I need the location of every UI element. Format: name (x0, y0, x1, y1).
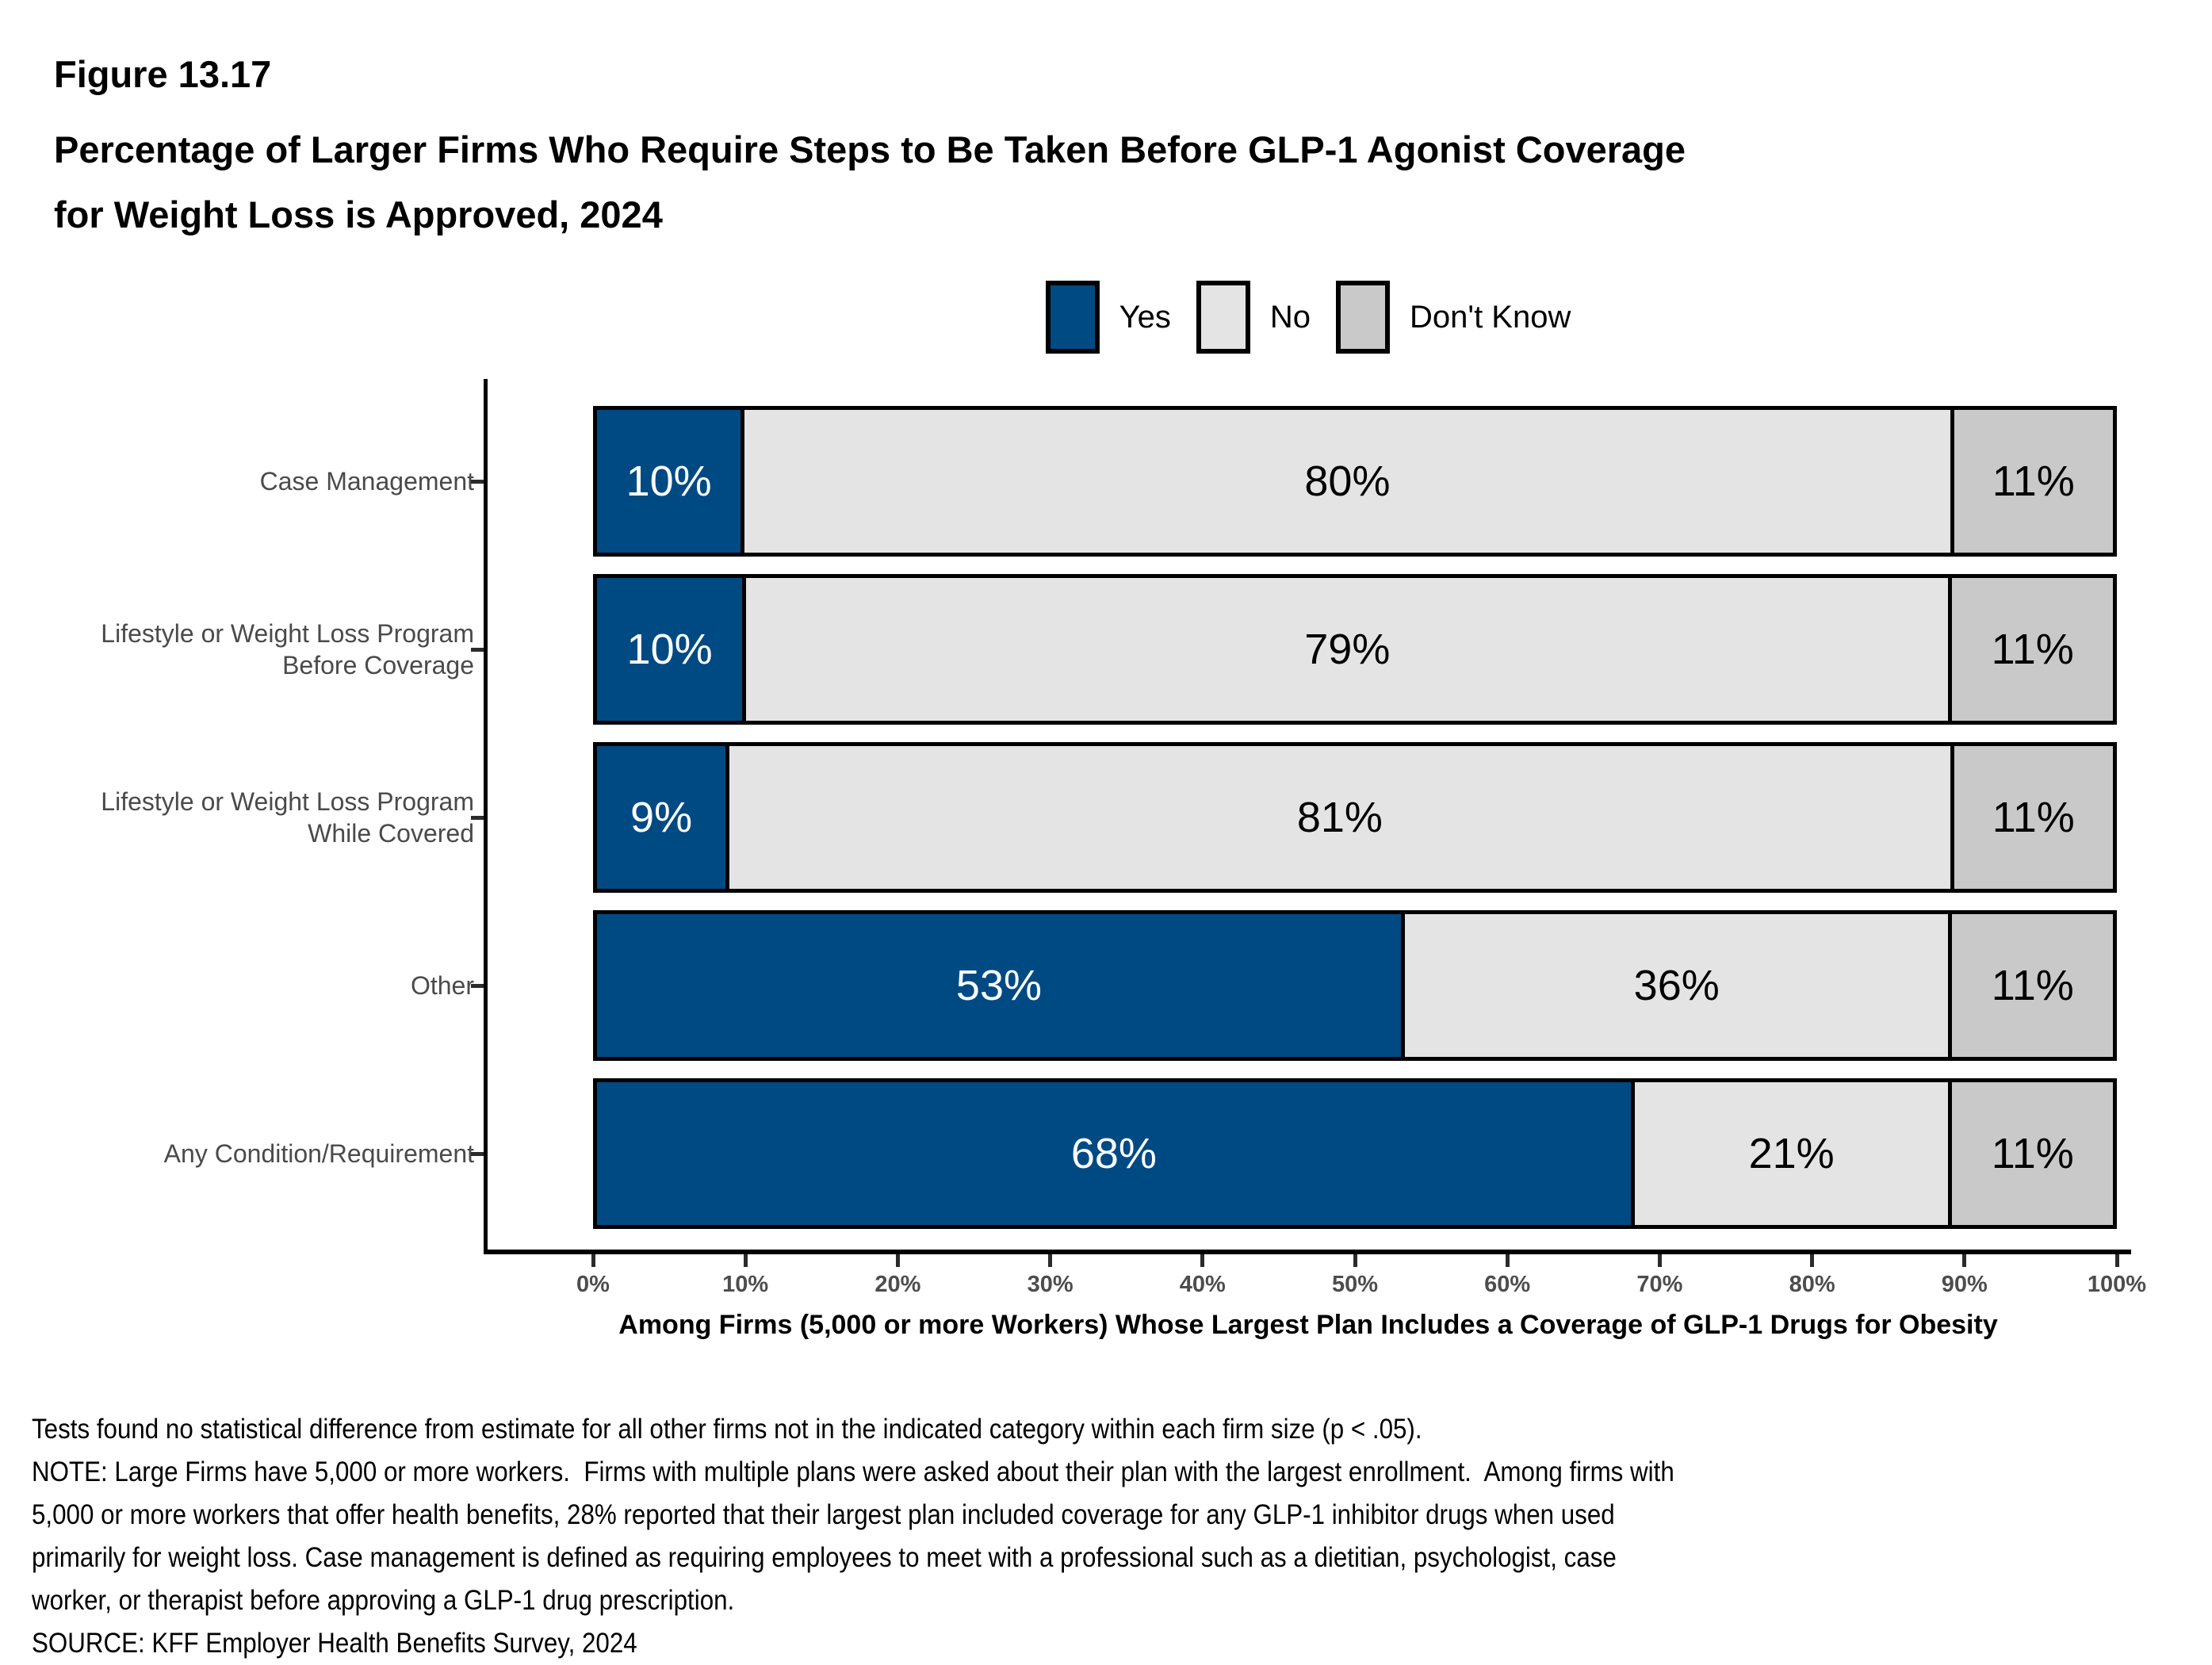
y-axis-line (484, 379, 488, 1254)
bar-segment-don-t-know: 11% (1950, 742, 2117, 893)
footnote-line: Tests found no statistical difference fr… (32, 1414, 1422, 1445)
x-axis-tick (1962, 1254, 1967, 1267)
y-axis-label: Case Management (16, 406, 474, 557)
bar-segment-yes: 10% (593, 574, 747, 725)
bar-segment-no: 80% (741, 406, 1954, 557)
legend-swatch-don-t-know (1336, 281, 1391, 354)
y-axis-label: Lifestyle or Weight Loss Program Before C… (16, 574, 474, 725)
bar-segment-yes: 68% (593, 1078, 1635, 1229)
y-axis-label-line: While Covered (308, 819, 474, 848)
bar-segment-yes: 9% (593, 742, 730, 893)
x-axis-tick-label: 0% (576, 1272, 610, 1297)
legend-item: Yes (1045, 281, 1171, 354)
y-axis-label: Any Condition/Requirement (16, 1078, 474, 1229)
x-axis-tick-label: 50% (1331, 1272, 1379, 1297)
bar-value-label: 11% (1991, 626, 2074, 673)
y-axis-label-line: Before Coverage (282, 651, 474, 679)
y-axis-tick (471, 984, 484, 988)
bar-segment-no: 79% (742, 574, 1953, 725)
x-axis-tick (1048, 1254, 1053, 1267)
x-axis-tick-label: 20% (874, 1272, 921, 1297)
bar-segment-no: 81% (725, 742, 1954, 893)
x-axis-tick (743, 1254, 748, 1267)
bar-value-label: 36% (1633, 962, 1720, 1009)
x-axis-tick-label: 10% (722, 1272, 769, 1297)
y-axis-label: Lifestyle or Weight Loss Program While Co… (16, 742, 474, 893)
x-axis-tick-label: 70% (1636, 1272, 1683, 1297)
bar-segment-yes: 10% (593, 406, 745, 557)
y-axis-tick (471, 480, 484, 484)
y-axis-label-line: Case Management (259, 467, 474, 496)
bar-segment-don-t-know: 11% (1948, 574, 2117, 725)
y-axis-tick (471, 816, 484, 820)
footnote-line: SOURCE: KFF Employer Health Benefits Sur… (32, 1628, 637, 1659)
legend-swatch-yes (1045, 281, 1100, 354)
bar-row: 53% 36% 11% (593, 910, 2125, 1061)
x-axis-tick-label: 100% (2087, 1272, 2147, 1297)
bar-segment-don-t-know: 11% (1948, 910, 2117, 1061)
chart-title-line1: Percentage of Larger Firms Who Require S… (54, 128, 1686, 170)
bar-value-label: 53% (955, 962, 1043, 1009)
x-axis-tick (1810, 1254, 1815, 1267)
bar-segment-don-t-know: 11% (1948, 1078, 2117, 1229)
x-axis-tick (2114, 1254, 2119, 1267)
bar-value-label: 10% (626, 626, 713, 673)
x-axis-tick (1505, 1254, 1510, 1267)
legend: Yes No Don't Know (485, 279, 2131, 355)
x-axis-title: Among Firms (5,000 or more Workers) Whos… (618, 1310, 1998, 1340)
y-axis-label: Other (16, 910, 474, 1061)
bar-segment-no: 36% (1400, 910, 1953, 1061)
bar-value-label: 81% (1296, 794, 1383, 841)
bar-segment-don-t-know: 11% (1950, 406, 2117, 557)
chart-title: Percentage of Larger Firms Who Require S… (54, 117, 1686, 247)
bar-value-label: 10% (626, 457, 712, 505)
x-axis-tick-label: 90% (1941, 1272, 1988, 1297)
bar-value-label: 79% (1304, 626, 1391, 673)
x-axis-tick-label: 60% (1484, 1272, 1531, 1297)
x-axis-tick-label: 30% (1027, 1272, 1073, 1297)
y-axis-label-line: Other (410, 971, 474, 1000)
bar-value-label: 9% (630, 794, 693, 841)
x-axis-tick (895, 1254, 900, 1267)
footnote-line: 5,000 or more workers that offer health … (32, 1499, 1615, 1530)
legend-label: Don't Know (1410, 299, 1571, 335)
legend-item: No (1196, 281, 1311, 354)
footnote-line: NOTE: Large Firms have 5,000 or more wor… (32, 1456, 1674, 1487)
x-axis-tick (591, 1254, 595, 1267)
figure-number: Figure 13.17 (54, 53, 272, 95)
bar-value-label: 11% (1991, 1130, 2074, 1177)
y-axis-tick (471, 1152, 484, 1156)
bar-segment-no: 21% (1630, 1078, 1953, 1229)
bar-value-label: 21% (1748, 1130, 1835, 1177)
legend-label: Yes (1119, 299, 1171, 335)
bar-row: 10% 79% 11% (593, 574, 2125, 725)
x-axis-tick-label: 80% (1789, 1272, 1835, 1297)
y-axis-label-line: Lifestyle or Weight Loss Program (101, 619, 474, 648)
bar-value-label: 11% (1992, 457, 2075, 505)
footnotes: Tests found no statistical difference fr… (32, 1408, 2212, 1665)
x-axis-tick (1657, 1254, 1662, 1267)
legend-label: No (1269, 299, 1311, 335)
bar-row: 9% 81% 11% (593, 742, 2125, 893)
bar-row: 68% 21% 11% (593, 1078, 2125, 1229)
bar-value-label: 68% (1070, 1130, 1157, 1177)
x-axis-tick-label: 40% (1179, 1272, 1226, 1297)
y-axis-label-line: Any Condition/Requirement (163, 1139, 474, 1168)
y-axis-tick (471, 648, 484, 652)
x-axis-tick (1200, 1254, 1205, 1267)
legend-item: Don't Know (1336, 281, 1571, 354)
footnote-line: worker, or therapist before approving a … (32, 1585, 735, 1616)
chart-title-line2: for Weight Loss is Approved, 2024 (54, 193, 663, 235)
x-axis-tick (1353, 1254, 1357, 1267)
bar-row: 10% 80% 11% (593, 406, 2125, 557)
y-axis-label-line: Lifestyle or Weight Loss Program (101, 787, 474, 816)
x-axis-line (484, 1250, 2131, 1254)
legend-swatch-no (1196, 281, 1250, 354)
bar-segment-yes: 53% (593, 910, 1405, 1061)
bar-value-label: 11% (1992, 794, 2075, 841)
bar-value-label: 11% (1991, 962, 2074, 1009)
footnote-line: primarily for weight loss. Case manageme… (32, 1542, 1617, 1573)
bar-value-label: 80% (1304, 457, 1391, 505)
